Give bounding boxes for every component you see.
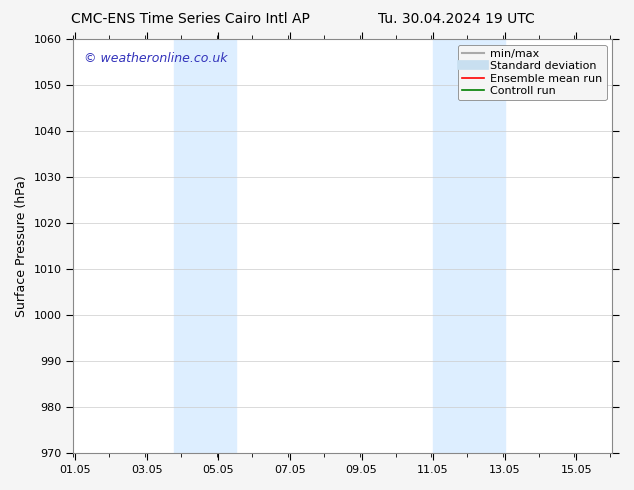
Bar	[174, 39, 200, 453]
Bar	[433, 39, 469, 453]
Bar	[469, 39, 505, 453]
Text: Tu. 30.04.2024 19 UTC: Tu. 30.04.2024 19 UTC	[378, 12, 535, 26]
Legend: min/max, Standard deviation, Ensemble mean run, Controll run: min/max, Standard deviation, Ensemble me…	[458, 45, 607, 100]
Text: © weatheronline.co.uk: © weatheronline.co.uk	[84, 51, 228, 65]
Text: CMC-ENS Time Series Cairo Intl AP: CMC-ENS Time Series Cairo Intl AP	[71, 12, 309, 26]
Y-axis label: Surface Pressure (hPa): Surface Pressure (hPa)	[15, 175, 28, 317]
Bar	[200, 39, 236, 453]
